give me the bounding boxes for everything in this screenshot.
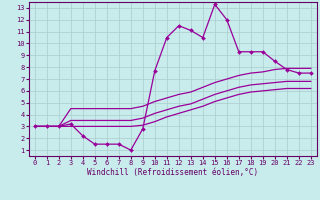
X-axis label: Windchill (Refroidissement éolien,°C): Windchill (Refroidissement éolien,°C) xyxy=(87,168,258,177)
